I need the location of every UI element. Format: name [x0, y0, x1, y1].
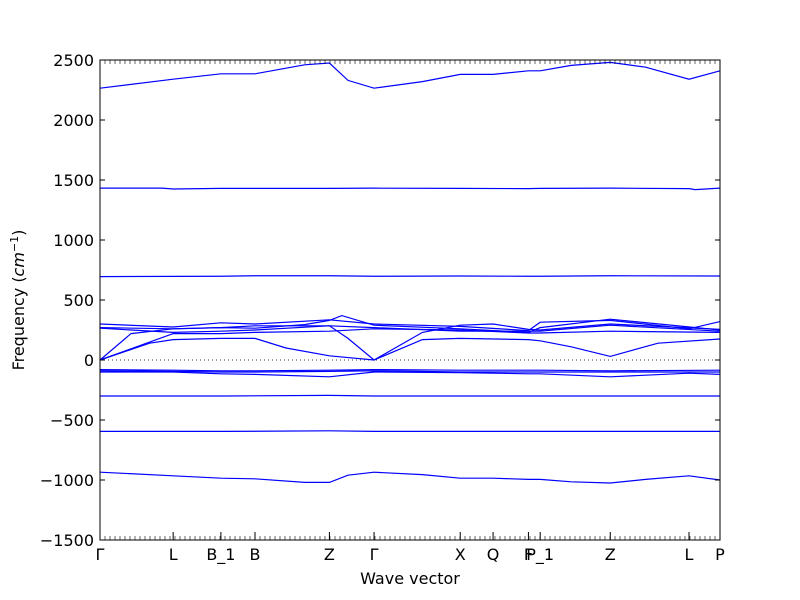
x-axis-label: Wave vector	[360, 569, 460, 588]
y-tick-label: 500	[63, 291, 94, 310]
x-tick-label: F	[524, 545, 533, 564]
x-tick-label: Q	[487, 545, 500, 564]
band-line-7	[99, 328, 721, 361]
band-line-6	[99, 324, 721, 334]
x-tick-label: P_1	[526, 545, 554, 565]
x-tick-label: L	[685, 545, 694, 564]
x-tick-label: Γ	[370, 545, 379, 564]
band-line-14	[100, 430, 720, 432]
band-line-15	[99, 471, 721, 484]
band-line-9	[99, 323, 721, 361]
x-tick-label: Γ	[96, 545, 105, 564]
band-line-8	[99, 337, 721, 361]
x-tick-label: B_1	[206, 545, 235, 565]
band-line-13	[100, 394, 720, 397]
y-tick-label: 2500	[53, 51, 94, 70]
y-tick-label: 2000	[53, 111, 94, 130]
plot-frame	[99, 59, 721, 541]
y-tick-label: 1500	[53, 171, 94, 190]
y-axis-label: Frequency (cm−1)	[8, 230, 29, 371]
band-lines	[99, 61, 721, 484]
x-tick-label: P	[715, 545, 725, 564]
x-tick-label: X	[455, 545, 466, 564]
x-tick-label: L	[169, 545, 178, 564]
band-line-12	[100, 371, 721, 378]
y-axis-ticks: −1500 −1000 −500 0 500 1000 1500 2000 2500	[40, 51, 720, 550]
y-tick-label: 0	[84, 351, 94, 370]
x-tick-label: B	[250, 545, 261, 564]
band-line-1	[99, 61, 721, 89]
y-tick-label: −500	[50, 411, 94, 430]
x-tick-label: Z	[605, 545, 616, 564]
band-line-4	[99, 319, 721, 332]
y-axis-label-prefix: Frequency (	[9, 276, 28, 370]
y-axis-label-unit: cm	[9, 252, 28, 276]
band-line-3	[99, 275, 721, 278]
x-tick-label: Z	[324, 545, 335, 564]
band-line-11	[99, 370, 720, 373]
band-line-2	[100, 187, 721, 191]
plot-area	[99, 61, 721, 484]
y-axis-label-suffix: )	[9, 230, 28, 236]
band-line-10	[99, 368, 721, 372]
x-axis-ticks: Γ L B_1 B Z Γ X Q FP_1 Z L P	[96, 60, 725, 565]
y-tick-label: −1500	[40, 531, 94, 550]
y-axis-label-exponent: −1	[8, 236, 21, 252]
y-tick-label: 1000	[53, 231, 94, 250]
y-tick-label: −1000	[40, 471, 94, 490]
